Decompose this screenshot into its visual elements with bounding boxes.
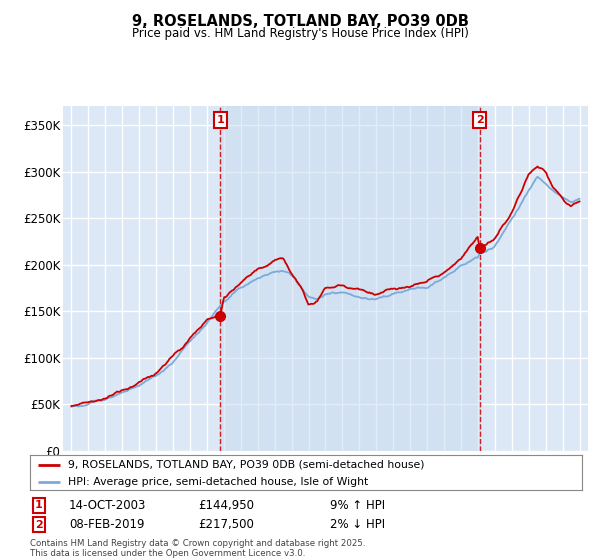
Text: 14-OCT-2003: 14-OCT-2003: [69, 498, 146, 512]
Text: Contains HM Land Registry data © Crown copyright and database right 2025.
This d: Contains HM Land Registry data © Crown c…: [30, 539, 365, 558]
Text: 1: 1: [35, 500, 43, 510]
Text: 2% ↓ HPI: 2% ↓ HPI: [330, 518, 385, 531]
Text: 08-FEB-2019: 08-FEB-2019: [69, 518, 145, 531]
Text: 9% ↑ HPI: 9% ↑ HPI: [330, 498, 385, 512]
Text: 2: 2: [476, 115, 484, 125]
Text: 9, ROSELANDS, TOTLAND BAY, PO39 0DB: 9, ROSELANDS, TOTLAND BAY, PO39 0DB: [131, 14, 469, 29]
Text: 9, ROSELANDS, TOTLAND BAY, PO39 0DB (semi-detached house): 9, ROSELANDS, TOTLAND BAY, PO39 0DB (sem…: [68, 460, 424, 470]
Bar: [220, 106, 479, 451]
Text: HPI: Average price, semi-detached house, Isle of Wight: HPI: Average price, semi-detached house,…: [68, 477, 368, 487]
Text: £217,500: £217,500: [198, 518, 254, 531]
Text: £144,950: £144,950: [198, 498, 254, 512]
Text: 2: 2: [35, 520, 43, 530]
Text: Price paid vs. HM Land Registry's House Price Index (HPI): Price paid vs. HM Land Registry's House …: [131, 27, 469, 40]
Text: 1: 1: [217, 115, 224, 125]
